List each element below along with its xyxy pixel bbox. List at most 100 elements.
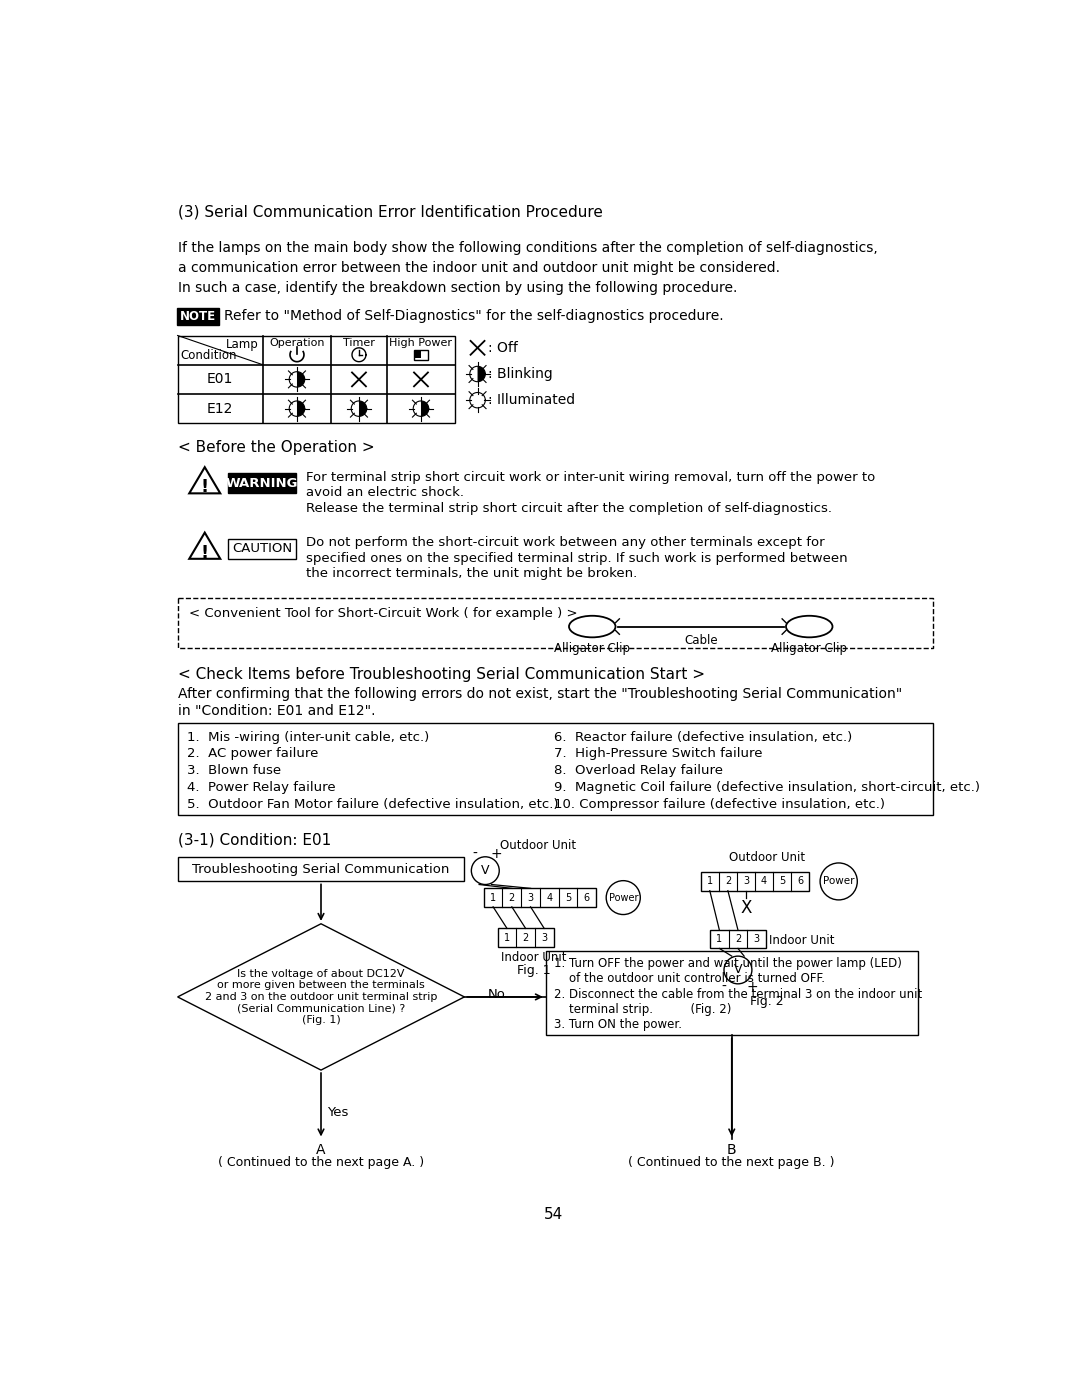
Text: 3: 3	[527, 893, 534, 902]
Text: (3-1) Condition: E01: (3-1) Condition: E01	[177, 833, 330, 847]
Text: +: +	[746, 979, 758, 993]
Text: 6: 6	[797, 876, 804, 887]
Text: 4: 4	[546, 893, 552, 902]
Text: Indoor Unit: Indoor Unit	[769, 933, 835, 947]
Text: Fig. 1: Fig. 1	[517, 964, 551, 977]
Bar	[177, 598, 933, 648]
Text: -: -	[472, 847, 477, 861]
Text: < Before the Operation >: < Before the Operation >	[177, 440, 375, 455]
Text: 1. Turn OFF the power and wait until the power lamp (LED): 1. Turn OFF the power and wait until the…	[554, 957, 902, 970]
Bar	[498, 929, 554, 947]
Text: For terminal strip short circuit work or inter-unit wiring removal, turn off the: For terminal strip short circuit work or…	[306, 471, 875, 483]
Text: !: !	[201, 478, 208, 496]
Text: ( Continued to the next page B. ): ( Continued to the next page B. )	[629, 1157, 835, 1169]
Text: Is the voltage of about DC12V
or more given between the terminals
2 and 3 on the: Is the voltage of about DC12V or more gi…	[205, 968, 437, 1025]
Bar	[414, 349, 428, 360]
Text: -: -	[721, 979, 727, 993]
Text: Timer: Timer	[343, 338, 375, 348]
Polygon shape	[421, 401, 429, 416]
Bar	[710, 930, 766, 949]
Bar	[228, 539, 296, 559]
Text: Alligator Clip: Alligator Clip	[554, 643, 631, 655]
Text: 5: 5	[779, 876, 785, 887]
Text: B: B	[727, 1143, 737, 1157]
Polygon shape	[359, 401, 367, 416]
Text: Power: Power	[823, 876, 854, 887]
Text: 1: 1	[504, 933, 510, 943]
Text: in "Condition: E01 and E12".: in "Condition: E01 and E12".	[177, 704, 375, 718]
Text: terminal strip.          (Fig. 2): terminal strip. (Fig. 2)	[554, 1003, 731, 1016]
Text: 1.  Mis -wiring (inter-unit cable, etc.): 1. Mis -wiring (inter-unit cable, etc.)	[187, 731, 429, 743]
Text: +: +	[490, 847, 502, 861]
Text: < Convenient Tool for Short-Circuit Work ( for example ) >: < Convenient Tool for Short-Circuit Work…	[189, 608, 578, 620]
Text: Power: Power	[608, 893, 638, 902]
Text: 2: 2	[509, 893, 515, 902]
Text: After confirming that the following errors do not exist, start the "Troubleshoot: After confirming that the following erro…	[177, 687, 902, 701]
Text: of the outdoor unit controller is turned OFF.: of the outdoor unit controller is turned…	[554, 972, 824, 985]
Bar	[545, 951, 918, 1035]
Text: 3: 3	[743, 876, 750, 887]
Bar	[177, 335, 455, 423]
Polygon shape	[297, 401, 305, 416]
Text: 10. Compressor failure (defective insulation, etc.): 10. Compressor failure (defective insula…	[554, 798, 885, 812]
Bar	[415, 351, 420, 358]
Text: E01: E01	[207, 373, 233, 387]
Text: Outdoor Unit: Outdoor Unit	[500, 840, 576, 852]
Bar	[177, 856, 464, 882]
Text: WARNING: WARNING	[226, 476, 298, 490]
Text: 1: 1	[716, 935, 723, 944]
Text: specified ones on the specified terminal strip. If such work is performed betwee: specified ones on the specified terminal…	[306, 552, 847, 564]
Text: 2. Disconnect the cable from the terminal 3 on the indoor unit: 2. Disconnect the cable from the termina…	[554, 988, 921, 1000]
Text: 2: 2	[725, 876, 731, 887]
Text: Lamp: Lamp	[226, 338, 259, 351]
Text: 6: 6	[583, 893, 590, 902]
Text: A: A	[316, 1143, 326, 1157]
Text: 3: 3	[754, 935, 759, 944]
Polygon shape	[297, 372, 305, 387]
Text: 7.  High-Pressure Switch failure: 7. High-Pressure Switch failure	[554, 747, 762, 760]
Text: Indoor Unit: Indoor Unit	[501, 951, 567, 964]
Text: (3) Serial Communication Error Identification Procedure: (3) Serial Communication Error Identific…	[177, 204, 603, 219]
Text: 5: 5	[565, 893, 571, 902]
Text: 1: 1	[706, 876, 713, 887]
Text: Fig. 2: Fig. 2	[750, 995, 783, 1007]
Text: 2: 2	[523, 933, 529, 943]
Text: Release the terminal strip short circuit after the completion of self-diagnostic: Release the terminal strip short circuit…	[306, 502, 832, 515]
Bar	[484, 888, 596, 907]
Text: avoid an electric shock.: avoid an electric shock.	[306, 486, 463, 499]
Text: : Illuminated: : Illuminated	[488, 393, 576, 407]
Text: 2.  AC power failure: 2. AC power failure	[187, 747, 319, 760]
Text: No: No	[488, 988, 505, 1000]
Text: 54: 54	[544, 1207, 563, 1222]
Text: 5.  Outdoor Fan Motor failure (defective insulation, etc.): 5. Outdoor Fan Motor failure (defective …	[187, 798, 558, 812]
Text: !: !	[201, 543, 208, 562]
Text: 1: 1	[490, 893, 496, 902]
Text: X: X	[740, 898, 752, 916]
Bar	[177, 722, 933, 816]
Text: a communication error between the indoor unit and outdoor unit might be consider: a communication error between the indoor…	[177, 261, 780, 275]
Text: CAUTION: CAUTION	[232, 542, 293, 555]
Text: High Power: High Power	[390, 338, 453, 348]
Text: Yes: Yes	[327, 1106, 349, 1119]
Text: 4: 4	[761, 876, 767, 887]
Text: Do not perform the short-circuit work between any other terminals except for: Do not perform the short-circuit work be…	[306, 536, 824, 549]
Text: V: V	[481, 865, 489, 877]
Text: Operation: Operation	[269, 338, 325, 348]
Text: Outdoor Unit: Outdoor Unit	[729, 851, 805, 865]
Text: < Check Items before Troubleshooting Serial Communication Start >: < Check Items before Troubleshooting Ser…	[177, 668, 704, 682]
Text: 3.  Blown fuse: 3. Blown fuse	[187, 764, 281, 777]
Bar	[701, 872, 809, 891]
FancyBboxPatch shape	[177, 307, 218, 324]
Text: Condition: Condition	[180, 349, 237, 362]
Text: E12: E12	[207, 402, 233, 416]
Text: 6.  Reactor failure (defective insulation, etc.): 6. Reactor failure (defective insulation…	[554, 731, 852, 743]
Text: 4.  Power Relay failure: 4. Power Relay failure	[187, 781, 336, 795]
Bar	[228, 474, 296, 493]
Text: Cable: Cable	[684, 634, 717, 647]
Text: the incorrect terminals, the unit might be broken.: the incorrect terminals, the unit might …	[306, 567, 637, 580]
Text: 2: 2	[734, 935, 741, 944]
Text: If the lamps on the main body show the following conditions after the completion: If the lamps on the main body show the f…	[177, 240, 877, 254]
Text: In such a case, identify the breakdown section by using the following procedure.: In such a case, identify the breakdown s…	[177, 281, 737, 295]
Text: V: V	[733, 964, 742, 977]
Text: 9.  Magnetic Coil failure (defective insulation, short-circuit, etc.): 9. Magnetic Coil failure (defective insu…	[554, 781, 980, 795]
